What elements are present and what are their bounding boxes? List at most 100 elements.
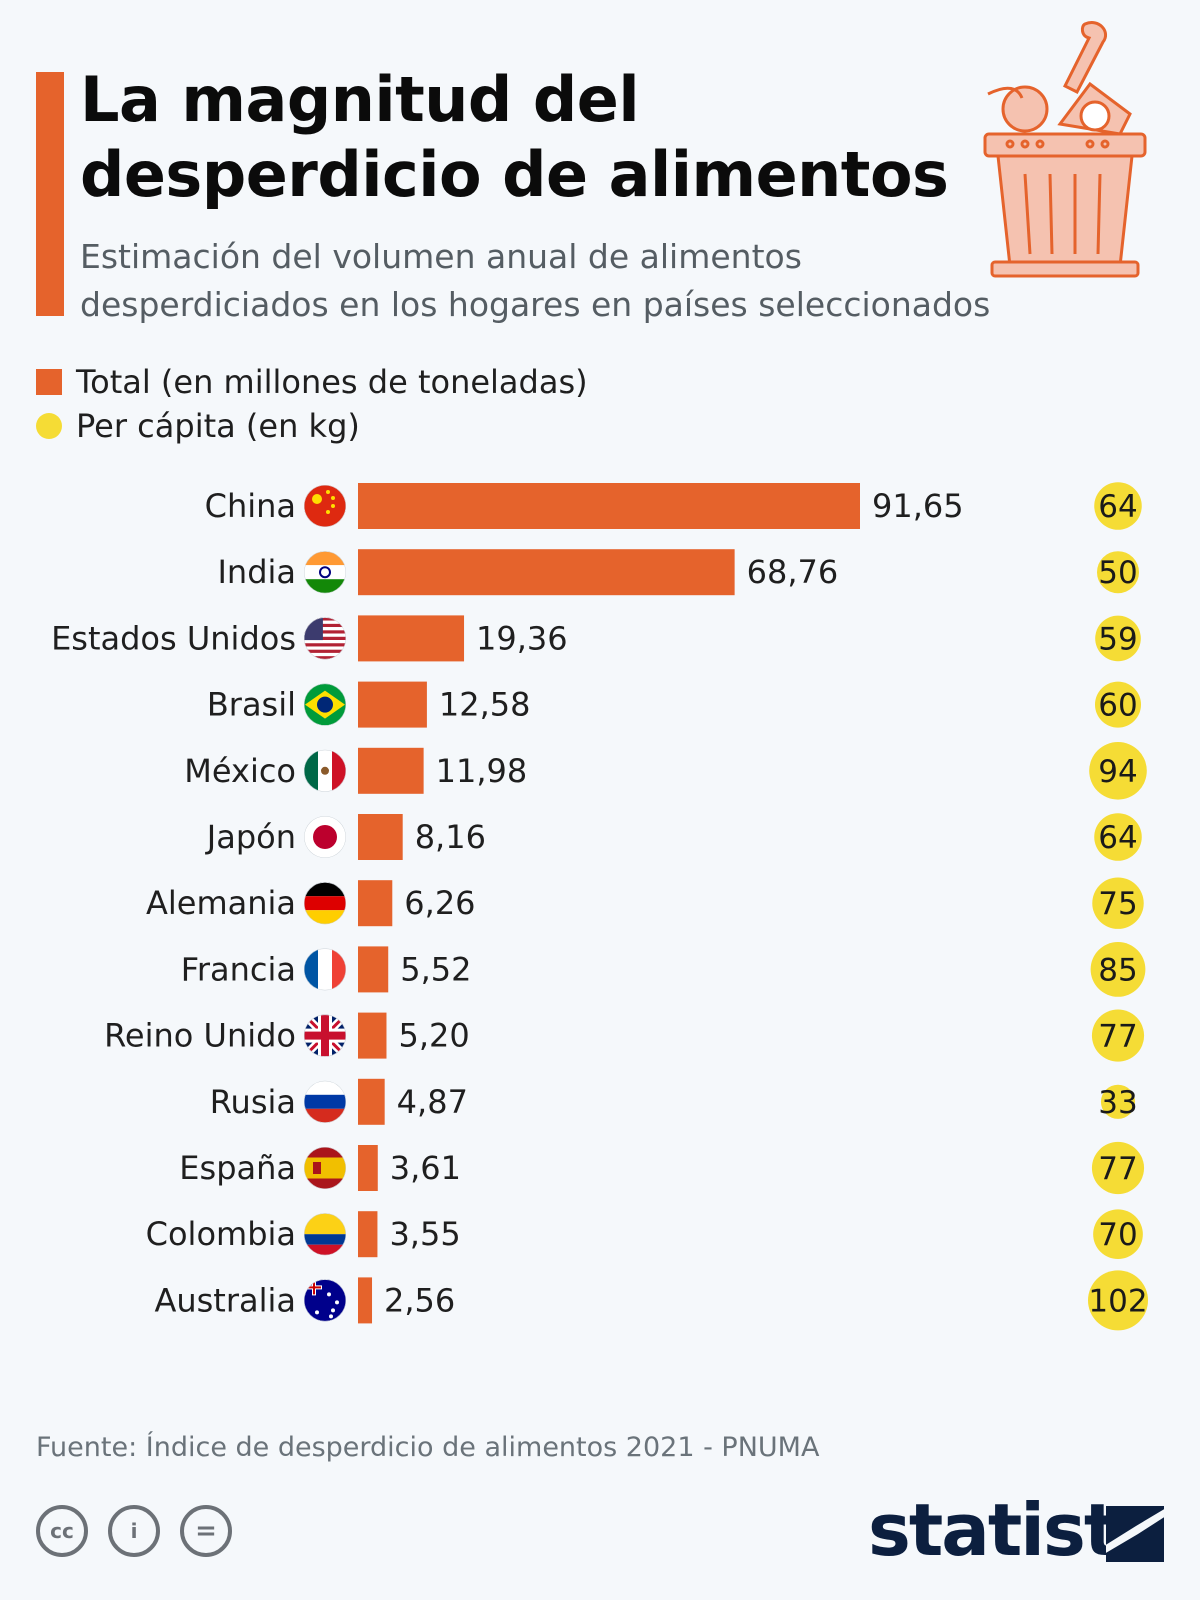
per-capita-circle [1094,482,1142,530]
flag-fill [304,1014,346,1057]
cc-icon-glyph: cc [50,1519,74,1543]
flag-star [312,494,322,504]
flag-stripe [304,649,346,653]
chart-title: La magnitud del desperdicio de alimentos [80,62,960,212]
flag-stripe [304,1031,346,1040]
india-flag-icon [304,551,346,594]
statista-logo-mark-icon [1106,1506,1164,1562]
mexico-flag-icon [304,749,346,792]
total-bar [358,1277,373,1324]
flag-fill [304,882,346,925]
flag-stripe [304,1157,346,1179]
per-capita-label: 50 [1098,555,1137,591]
flag-fill [304,1080,346,1123]
flag-stripe [304,910,346,925]
chart-subtitle: Estimación del volumen anual de alimento… [80,233,1140,329]
per-capita-circle [1094,813,1142,861]
spain-flag-icon [304,1147,346,1189]
category-label: México [184,752,296,790]
flag-stripe [304,565,346,580]
total-bar [358,615,465,662]
flag-fill [304,683,346,726]
category-label: Colombia [146,1215,296,1253]
attribution-icon[interactable]: i [108,1505,160,1557]
category-label: Estados Unidos [51,619,296,657]
per-capita-circle [1100,1084,1136,1119]
flag-star [326,510,330,514]
flag-stripe [304,1178,346,1189]
per-capita-circle [1089,742,1147,800]
flag-stripe [304,1244,346,1256]
per-capita-label: 102 [1088,1283,1147,1319]
flag-fill [304,948,346,991]
flag-stripe [304,623,346,628]
total-bar [358,1145,378,1191]
flag-globe [317,696,333,713]
flag-star [329,1314,333,1319]
flag-stripe [304,1080,346,1095]
flag-star [331,1308,335,1313]
flag-stripe [304,640,346,644]
category-label: Rusia [210,1083,296,1121]
flag-stripe [304,579,346,594]
title-accent-bar [36,72,64,316]
usa-flag-icon [304,617,346,660]
no-derivatives-icon-glyph: = [195,1516,217,1546]
legend-label-total: Total (en millones de toneladas) [76,363,588,401]
flag-chakra [319,566,331,579]
total-bar [358,549,735,596]
flag-stripe [304,656,346,660]
total-value-label: 11,98 [436,752,528,790]
category-label: España [179,1149,296,1187]
flag-fill [304,1279,346,1322]
per-capita-circle [1092,877,1144,929]
category-label: Alemania [146,884,296,922]
total-bar [358,681,427,728]
flag-fill [304,551,346,594]
total-value-label: 3,55 [389,1215,460,1253]
flag-fill [304,617,346,660]
per-capita-circle [1091,1141,1145,1195]
flag-stripe [332,948,346,991]
flag-stripe [332,749,346,792]
flag-emblem [321,766,329,775]
flag-stripe [318,948,332,991]
total-value-label: 68,76 [747,553,839,591]
per-capita-label: 77 [1098,1019,1137,1055]
flag-fill [304,1213,346,1256]
source-note: Fuente: Índice de desperdicio de aliment… [36,1432,820,1463]
flag-stripe [304,896,346,911]
legend: Total (en millones de toneladas) Per cáp… [36,360,588,448]
flag-stripe [304,633,346,637]
flag-stripe [304,620,346,624]
title-line-2: desperdicio de alimentos [80,138,949,211]
per-capita-label: 85 [1098,952,1137,988]
category-label: Japón [205,818,296,856]
flag-sun [313,825,337,849]
total-value-label: 12,58 [439,686,531,724]
flag-stripe [304,1147,346,1158]
japan-flag-icon [304,816,346,858]
cc-icon[interactable]: cc [36,1505,88,1557]
title-line-1: La magnitud del [80,63,640,136]
category-label: Australia [154,1281,296,1319]
legend-label-per-capita: Per cápita (en kg) [76,407,360,445]
flag-stripe [304,643,346,647]
per-capita-circle [1088,1270,1148,1331]
flag-stripe [304,1234,346,1245]
category-label: Brasil [207,686,296,724]
per-capita-label: 77 [1098,1151,1137,1187]
total-bar [358,814,403,860]
colombia-flag-icon [304,1213,346,1256]
category-label: China [205,487,296,525]
flag-stripe [313,1282,315,1295]
no-derivatives-icon[interactable]: = [180,1505,232,1557]
per-capita-label: 94 [1098,754,1137,790]
total-bar [358,880,393,927]
subtitle-line-1: Estimación del volumen anual de alimento… [80,237,802,276]
total-value-label: 19,36 [476,619,568,657]
total-bar [358,1211,378,1258]
total-bar [358,483,860,529]
flag-fill [304,749,346,792]
per-capita-circle [1090,942,1146,997]
